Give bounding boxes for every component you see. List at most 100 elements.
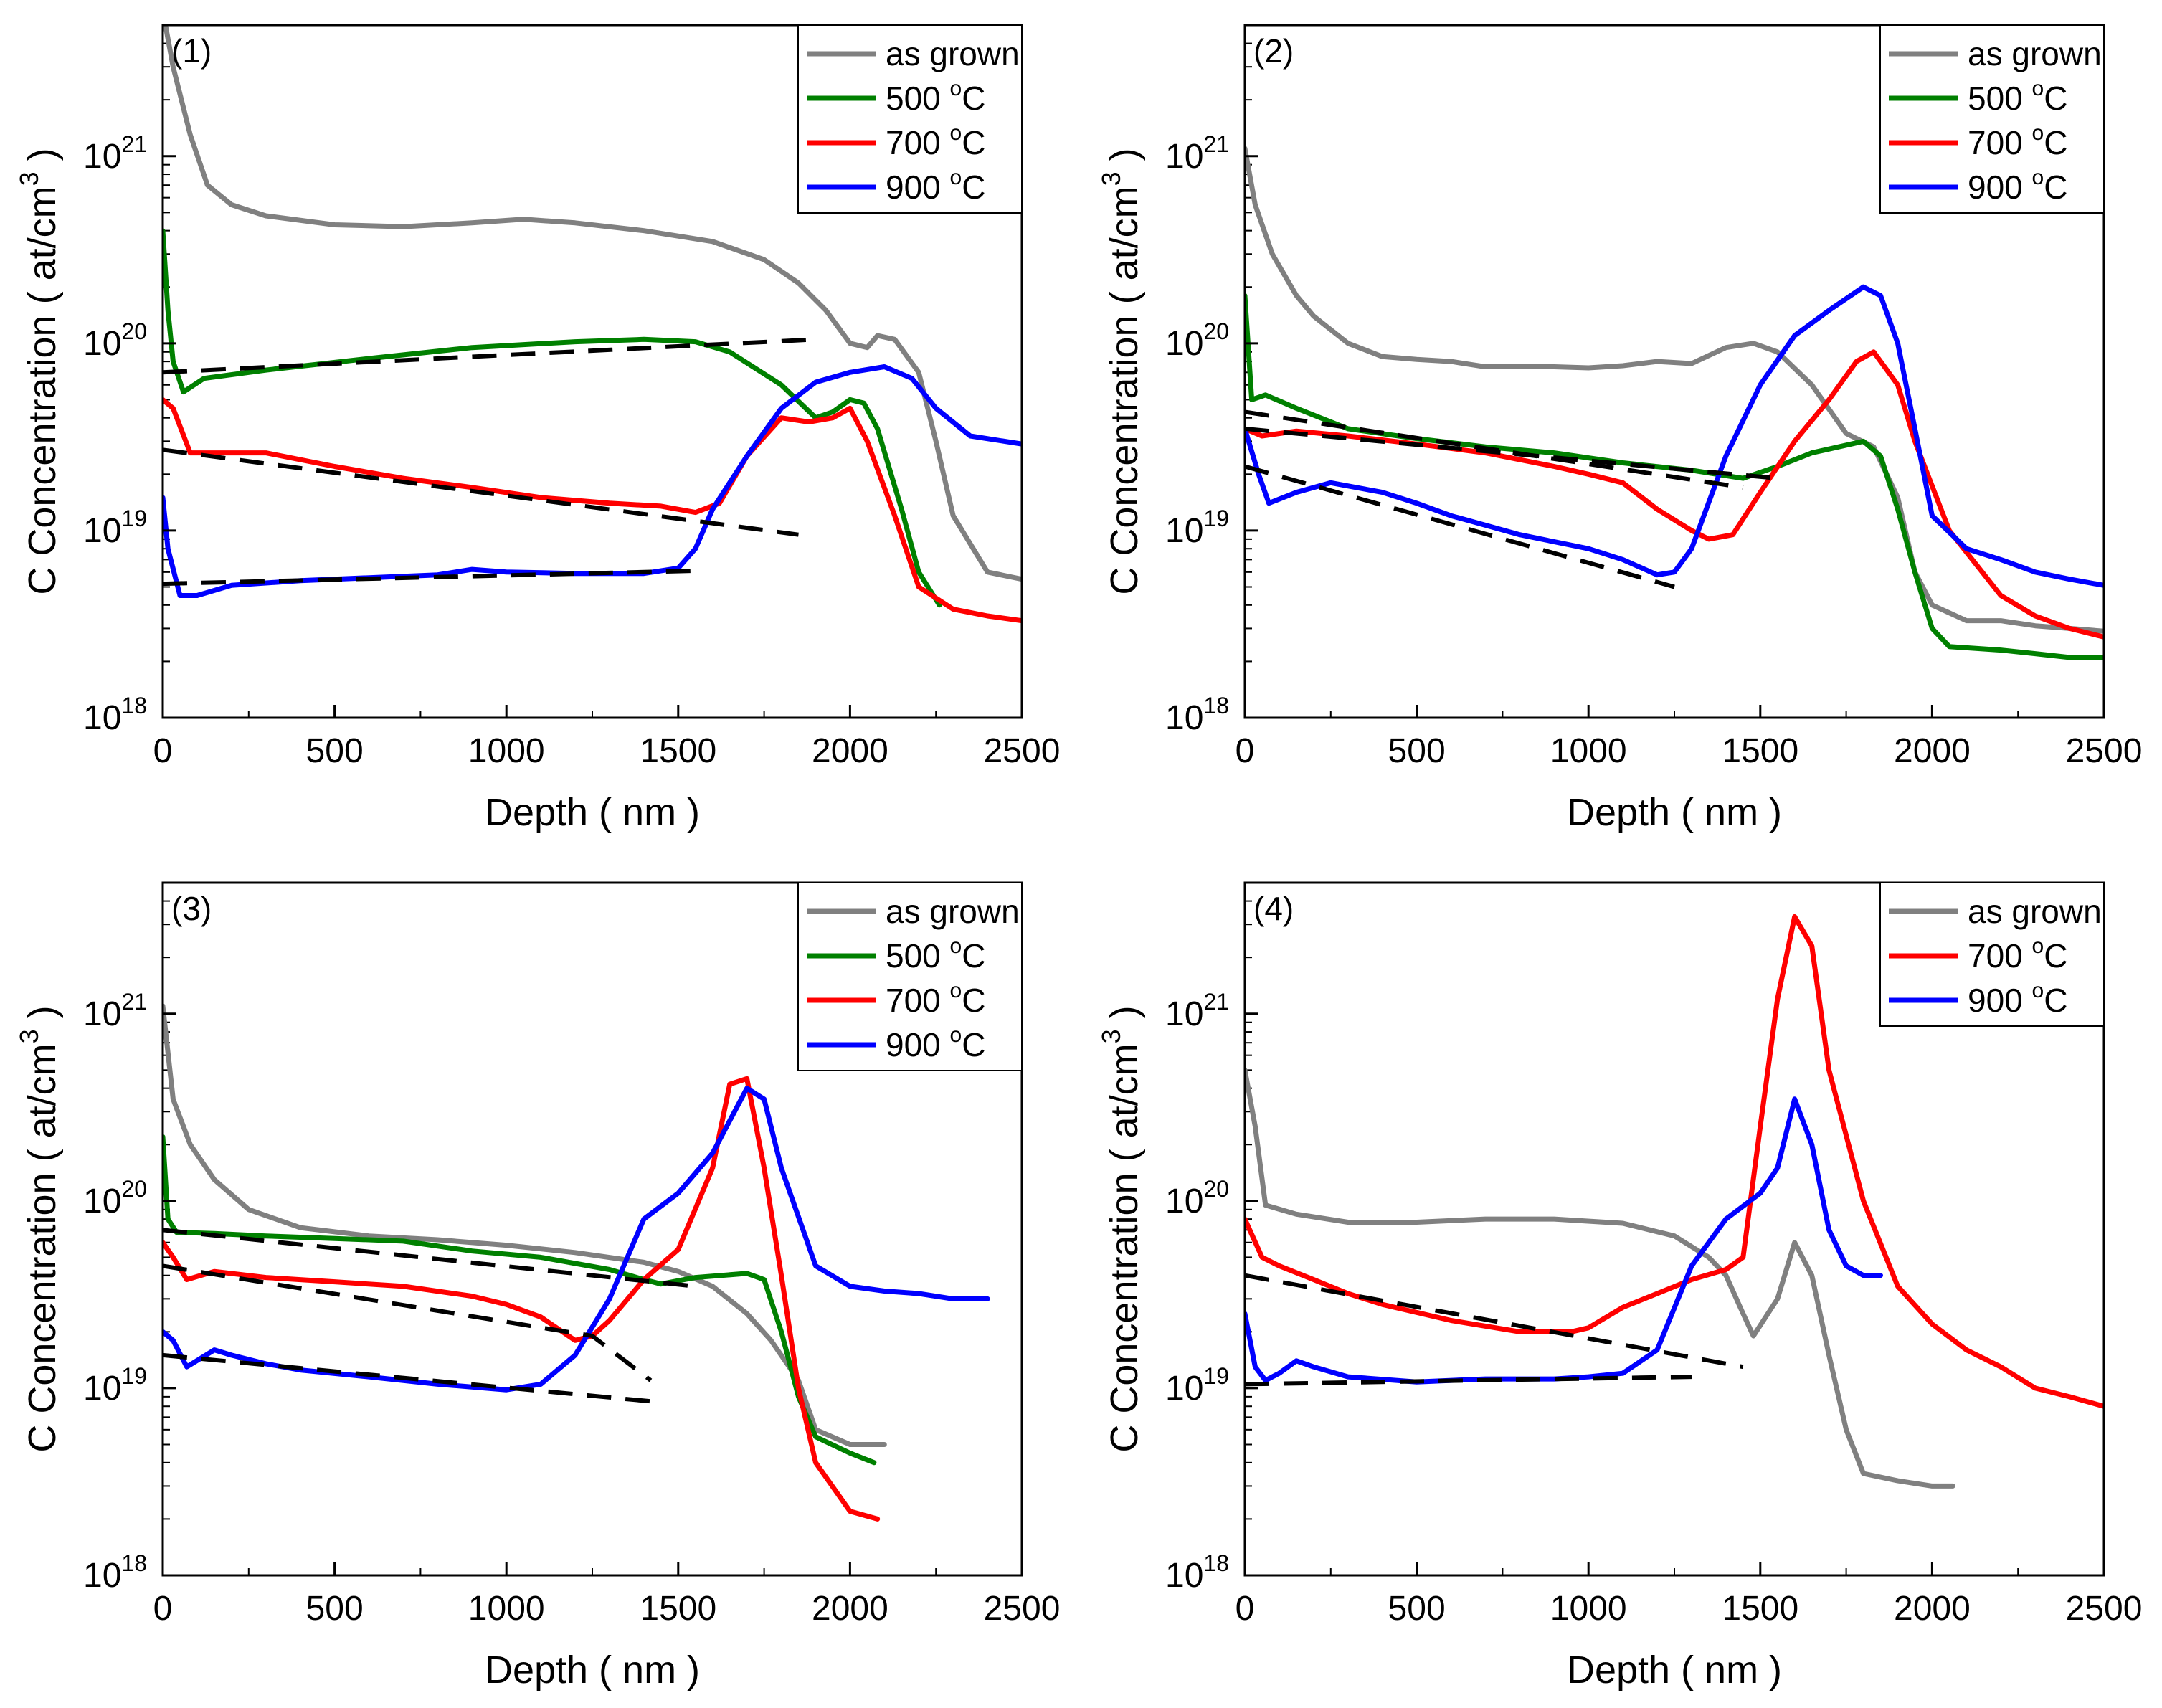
legend-label-text: 500	[886, 937, 950, 974]
series-line-500-c	[163, 228, 942, 608]
x-tick-label: 1000	[468, 732, 545, 770]
fit-line	[163, 1352, 651, 1404]
y-tick-base: 10	[1165, 512, 1203, 550]
y-label-suffix: )	[1103, 1005, 1146, 1029]
series-line-900-c	[163, 1086, 990, 1393]
x-tick-label: 0	[1236, 1590, 1255, 1628]
legend-box	[797, 882, 1023, 1071]
legend-label-text: as grown	[1968, 893, 2102, 930]
x-tick-label: 0	[1236, 732, 1255, 770]
legend-label: as grown	[886, 35, 1020, 72]
x-tick-label: 1500	[640, 1590, 716, 1628]
y-tick-base: 10	[1165, 138, 1203, 176]
legend-label: 500 oC	[886, 77, 985, 117]
fit-line	[163, 1263, 653, 1382]
y-tick-exp: 19	[1203, 1363, 1229, 1389]
x-axis-label: Depth ( nm )	[1567, 791, 1782, 834]
y-tick-label: 1019	[83, 1363, 147, 1408]
legend-label: 700 oC	[1968, 121, 2067, 161]
legend-label-text: 700	[1968, 937, 2032, 974]
y-axis-label: C Concentration ( at/cm3 )	[1096, 148, 1146, 594]
y-tick-label: 1018	[1165, 1550, 1229, 1595]
legend-label: 900 oC	[1968, 166, 2067, 206]
y-tick-label: 1019	[1165, 506, 1229, 550]
legend-label: 700 oC	[886, 979, 985, 1019]
legend-label-text: 700	[886, 124, 950, 161]
y-tick-base: 10	[83, 699, 121, 737]
x-tick-label: 1500	[1722, 1590, 1798, 1628]
legend-label: 700 oC	[886, 121, 985, 161]
legend-label: 500 oC	[886, 934, 985, 974]
x-axis-label: Depth ( nm )	[485, 1648, 700, 1692]
legend-label-text: 900	[886, 1026, 950, 1063]
y-label-prefix: C Concentration ( at/cm	[21, 1043, 64, 1452]
series-group	[1245, 914, 2104, 1489]
legend-degree-sup: o	[950, 979, 962, 1002]
legend-box	[1879, 24, 2105, 214]
fit-line	[1245, 1375, 1692, 1387]
legend-label-text: 900	[886, 169, 950, 206]
x-tick-label: 2500	[984, 1590, 1061, 1628]
y-label-prefix: C Concentration ( at/cm	[1103, 1043, 1146, 1452]
y-tick-label: 1020	[83, 1176, 147, 1220]
legend-unit: C	[2044, 124, 2067, 161]
legend-label: as grown	[1968, 893, 2102, 930]
legend-unit: C	[962, 1026, 985, 1063]
x-tick-label: 2500	[2066, 1590, 2143, 1628]
plot-frame	[161, 881, 1023, 1577]
fit-line	[1245, 426, 1778, 481]
legend-unit: C	[962, 169, 985, 206]
legend-degree-sup: o	[2032, 166, 2044, 189]
y-tick-exp: 18	[1203, 693, 1229, 718]
fit-line	[163, 569, 696, 587]
y-label-suffix: )	[21, 1005, 64, 1029]
y-tick-base: 10	[1165, 325, 1203, 363]
y-label-exp: 3	[14, 171, 44, 186]
y-tick-base: 10	[83, 995, 121, 1033]
legend-unit: C	[2044, 937, 2067, 974]
legend-label-text: 500	[886, 80, 950, 117]
x-tick-label: 1500	[640, 732, 716, 770]
x-tick-label: 0	[153, 1590, 173, 1628]
fit-line	[163, 1228, 696, 1289]
y-tick-exp: 20	[121, 318, 147, 344]
y-tick-base: 10	[83, 512, 121, 550]
y-label-exp: 3	[1096, 1029, 1126, 1043]
fit-line	[1245, 1273, 1744, 1370]
legend-label: as grown	[886, 893, 1020, 930]
y-tick-label: 1021	[1165, 131, 1229, 176]
x-tick-label: 1500	[1722, 732, 1798, 770]
y-tick-label: 1019	[83, 506, 147, 550]
fit-line	[1245, 464, 1675, 589]
legend-unit: C	[962, 982, 985, 1019]
legend-degree-sup: o	[950, 934, 962, 958]
chart-panel-2: 0 500 1000 1500 2000 25001018101910201021Dept…	[1096, 24, 2142, 834]
legend-unit: C	[2044, 982, 2067, 1019]
x-tick-label: 500	[306, 1590, 364, 1628]
legend-unit: C	[962, 80, 985, 117]
series-group	[1245, 146, 2104, 660]
y-tick-label: 1020	[1165, 318, 1229, 363]
y-tick-label: 1020	[1165, 1176, 1229, 1220]
x-tick-label: 2000	[1894, 732, 1971, 770]
legend-label-text: 900	[1968, 982, 2032, 1019]
y-label-prefix: C Concentration ( at/cm	[21, 186, 64, 594]
series-line-700-c	[1245, 349, 2104, 640]
y-tick-exp: 21	[121, 989, 147, 1015]
legend-degree-sup: o	[950, 1023, 962, 1047]
series-group	[163, 1003, 990, 1522]
y-tick-label: 1018	[1165, 693, 1229, 737]
series-line-700-c	[163, 397, 1022, 624]
x-tick-label: 1000	[1550, 732, 1627, 770]
legend-label: 700 oC	[1968, 934, 2067, 974]
y-axis-label: C Concentration ( at/cm3 )	[14, 1005, 64, 1452]
y-tick-label: 1021	[83, 989, 147, 1033]
x-tick-label: 500	[1388, 732, 1446, 770]
y-tick-label: 1021	[1165, 989, 1229, 1033]
legend-label-text: as grown	[886, 35, 1020, 72]
legend-degree-sup: o	[2032, 121, 2044, 145]
legend-degree-sup: o	[2032, 77, 2044, 100]
